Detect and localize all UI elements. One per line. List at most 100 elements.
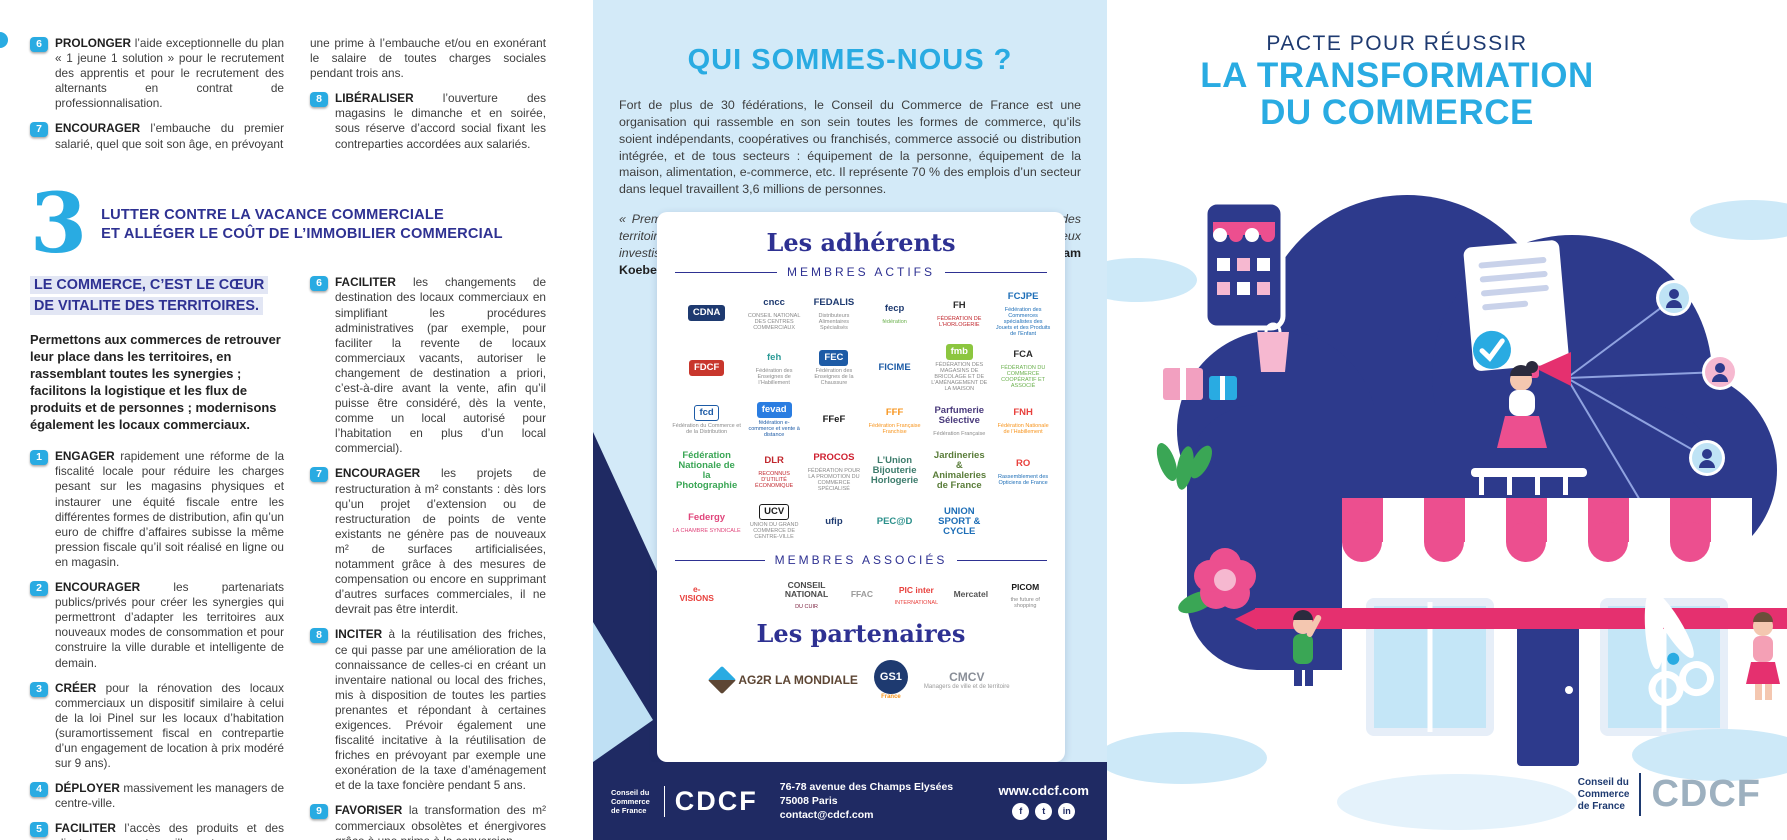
action-verb: ENCOURAGER <box>55 121 141 136</box>
social-icon[interactable]: in <box>1058 802 1076 820</box>
footer-org-name: Conseil du Commerce de France <box>611 787 650 815</box>
member-logo: CDNA <box>671 289 742 337</box>
action-item: 2 ENCOURAGER les partenariats publics/pri… <box>30 580 284 671</box>
who-are-we-intro: Fort de plus de 30 fédérations, le Conse… <box>619 98 1081 197</box>
member-logo: FH FÉDÉRATION DE L’HORLOGERIE <box>927 289 991 337</box>
member-logo-name: Federgy <box>688 512 726 524</box>
member-logo-subtitle: Rassemblement des Opticiens de France <box>998 474 1049 487</box>
member-logo-subtitle: DU CUIR <box>795 604 818 611</box>
action-item: 4 DÉPLOYER massivement les managers de ce… <box>30 781 284 811</box>
item-number-badge: 7 <box>30 122 48 138</box>
member-logo-subtitle: Fédération Nationale de l’Habillement <box>997 423 1049 436</box>
member-logo-name: FEDALIS <box>813 297 855 309</box>
action-verb: PROLONGER <box>55 36 132 50</box>
footer-cdcf-logo: CDCF <box>663 785 758 817</box>
pacte-title-line1: LA TRANSFORMATION <box>1200 56 1594 95</box>
members-box: Les adhérents MEMBRES ACTIFS CDNA cncc C… <box>657 212 1065 762</box>
item-number-badge: 3 <box>30 681 48 697</box>
member-logo: PROCOS FÉDÉRATION POUR LA PROMOTION DU C… <box>806 448 862 494</box>
social-icons: f t in <box>998 802 1089 820</box>
membres-associes-label: MEMBRES ASSOCIÉS <box>675 553 1047 567</box>
item-number-badge: 8 <box>310 92 328 108</box>
member-logo-name: PROCOS <box>813 452 855 464</box>
member-logo-name: cncc <box>763 297 785 309</box>
section-3-header: 3 LUTTER CONTRE LA VACANCE COMMERCIALE E… <box>30 183 550 265</box>
membres-actifs-label: MEMBRES ACTIFS <box>675 265 1047 279</box>
member-logo-subtitle: Fédération du Commerce et de la Distribu… <box>672 423 741 436</box>
partenaires-title: Les partenaires <box>756 619 966 649</box>
member-logo: L’Union Bijouterie Horlogerie <box>866 448 924 494</box>
member-logo: Federgy LA CHAMBRE SYNDICALE <box>671 501 742 543</box>
partner-gs1: GS1 France <box>873 660 908 700</box>
member-logo-name: FFF <box>885 407 904 419</box>
member-logo-name: DLR <box>764 455 784 467</box>
social-icon[interactable]: t <box>1035 802 1053 820</box>
member-logo-subtitle: FÉDÉRATION POUR LA PROMOTION DU COMMERCE… <box>807 468 861 493</box>
footer-email[interactable]: contact@cdcf.com <box>779 809 874 822</box>
item-number-badge: 6 <box>30 37 48 52</box>
member-logo-name: FEC <box>819 350 849 367</box>
member-logo-name: Parfumerie Sélective <box>934 405 985 427</box>
ag2r-diamond-icon <box>708 666 737 695</box>
member-logo-subtitle: INTERNATIONAL <box>894 599 939 606</box>
item-number-badge: 8 <box>310 628 328 644</box>
panel-left: 6 PROLONGER l’aide exceptionnelle du plan… <box>0 0 593 840</box>
action-item: 8 LIBÉRALISER l’ouverture des magasins le… <box>310 91 546 151</box>
flower-decoration <box>1178 548 1256 614</box>
footer-website[interactable]: www.cdcf.com <box>998 782 1089 798</box>
member-logo-name: UNION SPORT & CYCLE <box>938 506 981 538</box>
member-logo-name: FCA <box>1013 349 1033 361</box>
action-text: les projets de restructuration à m² cons… <box>335 466 547 617</box>
member-logo-name: PIC inter <box>898 584 934 595</box>
action-verb: FACILITER <box>55 821 116 836</box>
social-icon[interactable]: f <box>1012 802 1030 820</box>
action-verb: ENCOURAGER <box>55 580 141 595</box>
member-logo: ufip <box>806 501 862 543</box>
member-logo-subtitle: the future of shopping <box>1010 596 1040 609</box>
member-logo: Jardineries & Animaleries de France <box>927 448 991 494</box>
item-number-badge: 6 <box>310 276 328 292</box>
member-logo-name: FFAC <box>850 588 874 599</box>
action-text: l’aide exceptionnelle du plan « 1 jeune … <box>55 36 285 111</box>
member-logo-subtitle: Fédération des Enseignes de l’Habillemen… <box>755 368 793 387</box>
member-logo-subtitle: Fédération des Enseignes de la Chaussure <box>814 368 854 387</box>
action-item: 7 ENCOURAGER l’embauche du premier salari… <box>30 121 284 151</box>
member-logo: FNH Fédération Nationale de l’Habillemen… <box>995 399 1051 441</box>
megaphone-icon <box>1535 352 1571 386</box>
member-logo-name: RO <box>1015 458 1031 470</box>
member-logo: FEDALIS Distributeurs Alimentaires Spéci… <box>806 289 862 337</box>
member-logo: Parfumerie Sélective Fédération Français… <box>927 399 991 441</box>
section-3-columns: LE COMMERCE, C’EST LE CŒUR DE VITALITE D… <box>30 275 550 840</box>
action-text: la transformation des m² commerciaux obs… <box>335 803 546 840</box>
storefront <box>1342 498 1752 766</box>
panel-right: PACTE POUR RÉUSSIR LA TRANSFORMATION DU … <box>1107 0 1787 840</box>
section-title: LUTTER CONTRE LA VACANCE COMMERCIALE ET … <box>101 206 503 243</box>
member-logo <box>725 577 776 611</box>
partners-row: AG2R LA MONDIALE GS1 France CMCV Manager… <box>669 656 1053 702</box>
item-number-badge: 5 <box>30 822 48 838</box>
document-check-icon <box>1463 240 1569 371</box>
cdcf-org-name: Conseil du Commerce de France <box>1577 776 1630 812</box>
member-logo: PIC inter INTERNATIONAL <box>891 577 942 611</box>
announcer-figure <box>1471 352 1587 495</box>
action-verb: FACILITER <box>335 275 396 290</box>
member-logo: e-VISIONS <box>671 577 722 611</box>
member-logo: PEC@D <box>866 501 924 543</box>
member-logo-name: CONSEIL NATIONAL <box>784 580 829 600</box>
member-logo-subtitle: FÉDÉRATION DES MAGASINS DE BRICOLAGE ET … <box>931 362 988 393</box>
member-logo: CONSEIL NATIONAL DU CUIR <box>780 577 833 611</box>
action-text: à la réutilisation des friches, ce qui p… <box>335 627 546 793</box>
pacte-title-block: PACTE POUR RÉUSSIR LA TRANSFORMATION DU … <box>1177 32 1617 132</box>
action-verb: LIBÉRALISER <box>335 91 414 106</box>
member-logo-subtitle: RECONNUS D’UTILITÉ ÉCONOMIQUE <box>755 471 794 490</box>
member-logo-name: FNH <box>1013 407 1033 419</box>
who-are-we-title: QUI SOMMES-NOUS ? <box>687 44 1013 76</box>
action-verb: FAVORISER <box>335 803 403 818</box>
shop-door <box>1517 608 1579 766</box>
member-logo: FICIME <box>866 344 924 392</box>
cdcf-logo-block: Conseil du Commerce de France CDCF <box>1578 773 1761 816</box>
shop-app-icon <box>1202 199 1286 331</box>
member-logo: fevad fédération e-commerce et vente à d… <box>746 399 802 441</box>
member-logo: FDCF <box>671 344 742 392</box>
